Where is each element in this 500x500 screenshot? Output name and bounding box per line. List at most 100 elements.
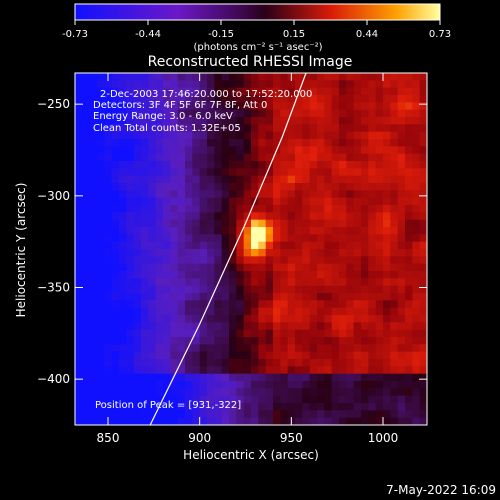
heatmap-cell	[265, 271, 274, 279]
heatmap-cell	[309, 219, 318, 228]
heatmap-cell	[405, 102, 413, 111]
heatmap-cell	[273, 161, 281, 169]
heatmap-cell	[280, 241, 289, 250]
heatmap-cell	[346, 175, 355, 184]
heatmap-cell	[119, 271, 127, 279]
heatmap-cell	[331, 168, 340, 177]
heatmap-cell	[339, 183, 347, 191]
heatmap-cell	[317, 146, 325, 155]
heatmap-cell	[361, 227, 369, 235]
heatmap-cell	[148, 337, 157, 345]
heatmap-cell	[97, 410, 105, 419]
heatmap-cell	[229, 102, 237, 111]
heatmap-cell	[141, 403, 149, 411]
heatmap-cell	[75, 175, 83, 184]
heatmap-cell	[258, 410, 267, 419]
heatmap-cell	[141, 263, 149, 272]
heatmap-cell	[119, 322, 127, 331]
heatmap-cell	[177, 168, 186, 177]
heatmap-cell	[412, 249, 421, 257]
heatmap-cell	[302, 271, 311, 279]
heatmap-cell	[89, 337, 98, 345]
heatmap-cell	[361, 417, 369, 425]
heatmap-cell	[280, 249, 289, 257]
heatmap-cell	[221, 403, 230, 411]
heatmap-cell	[346, 124, 355, 133]
heatmap-cell	[214, 344, 223, 353]
heatmap-cell	[353, 366, 362, 375]
heatmap-cell	[104, 256, 113, 265]
heatmap-cell	[317, 410, 325, 419]
heatmap-cell	[126, 271, 135, 279]
heatmap-cell	[170, 395, 179, 404]
heatmap-cell	[412, 205, 421, 213]
heatmap-cell	[148, 73, 157, 81]
heatmap-cell	[405, 249, 413, 257]
heatmap-cell	[236, 131, 245, 140]
heatmap-cell	[155, 175, 164, 184]
heatmap-cell	[111, 124, 120, 133]
y-tick-label: −250	[37, 97, 70, 111]
heatmap-cell	[185, 300, 193, 309]
heatmap-cell	[207, 366, 215, 375]
heatmap-cell	[148, 197, 157, 206]
heatmap-cell	[243, 410, 252, 419]
heatmap-cell	[119, 131, 127, 140]
heatmap-cell	[126, 344, 135, 353]
heatmap-cell	[383, 131, 391, 140]
heatmap-cell	[133, 315, 142, 323]
heatmap-cell	[192, 285, 201, 294]
heatmap-cell	[295, 381, 303, 389]
heatmap-cell	[177, 366, 186, 375]
heatmap-cell	[192, 190, 201, 199]
heatmap-cell	[141, 219, 149, 228]
heatmap-cell	[104, 87, 113, 96]
heatmap-cell	[192, 403, 201, 411]
heatmap-cell	[324, 168, 333, 177]
heatmap-cell	[339, 205, 347, 213]
heatmap-cell	[331, 278, 340, 287]
heatmap-cell	[397, 300, 406, 309]
heatmap-cell	[295, 403, 303, 411]
heatmap-cell	[383, 263, 391, 272]
heatmap-cell	[141, 337, 149, 345]
heatmap-cell	[273, 366, 281, 375]
heatmap-cell	[339, 234, 347, 243]
heatmap-cell	[133, 146, 142, 155]
heatmap-cell	[97, 95, 105, 103]
heatmap-cell	[295, 219, 303, 228]
heatmap-cell	[243, 161, 252, 169]
heatmap-cell	[265, 249, 274, 257]
heatmap-cell	[75, 139, 83, 147]
heatmap-cell	[302, 183, 311, 191]
heatmap-cell	[295, 168, 303, 177]
heatmap-cell	[346, 395, 355, 404]
heatmap-cell	[111, 95, 120, 103]
heatmap-cell	[75, 102, 83, 111]
heatmap-cell	[405, 381, 413, 389]
heatmap-cell	[177, 307, 186, 316]
heatmap-cell	[82, 168, 91, 177]
heatmap-cell	[375, 102, 384, 111]
heatmap-cell	[243, 263, 252, 272]
heatmap-cell	[405, 109, 413, 118]
axis-ticks: 850 900 950 1000−250−300−350−400	[37, 73, 427, 445]
heatmap-cell	[397, 117, 406, 125]
heatmap-cell	[148, 175, 157, 184]
heatmap-cell	[214, 227, 223, 235]
heatmap-cell	[309, 373, 318, 382]
heatmap-cell	[412, 359, 421, 367]
heatmap-cell	[353, 359, 362, 367]
heatmap-cell	[368, 388, 377, 397]
heatmap-cell	[185, 307, 193, 316]
heatmap-cell	[119, 205, 127, 213]
heatmap-cell	[258, 175, 267, 184]
heatmap-cell	[273, 102, 281, 111]
heatmap-cell	[280, 212, 289, 221]
heatmap-cell	[111, 249, 120, 257]
heatmap-cell	[361, 168, 369, 177]
heatmap-cell	[170, 344, 179, 353]
heatmap-cell	[258, 80, 267, 89]
heatmap-cell	[368, 117, 377, 125]
heatmap-cell	[111, 212, 120, 221]
